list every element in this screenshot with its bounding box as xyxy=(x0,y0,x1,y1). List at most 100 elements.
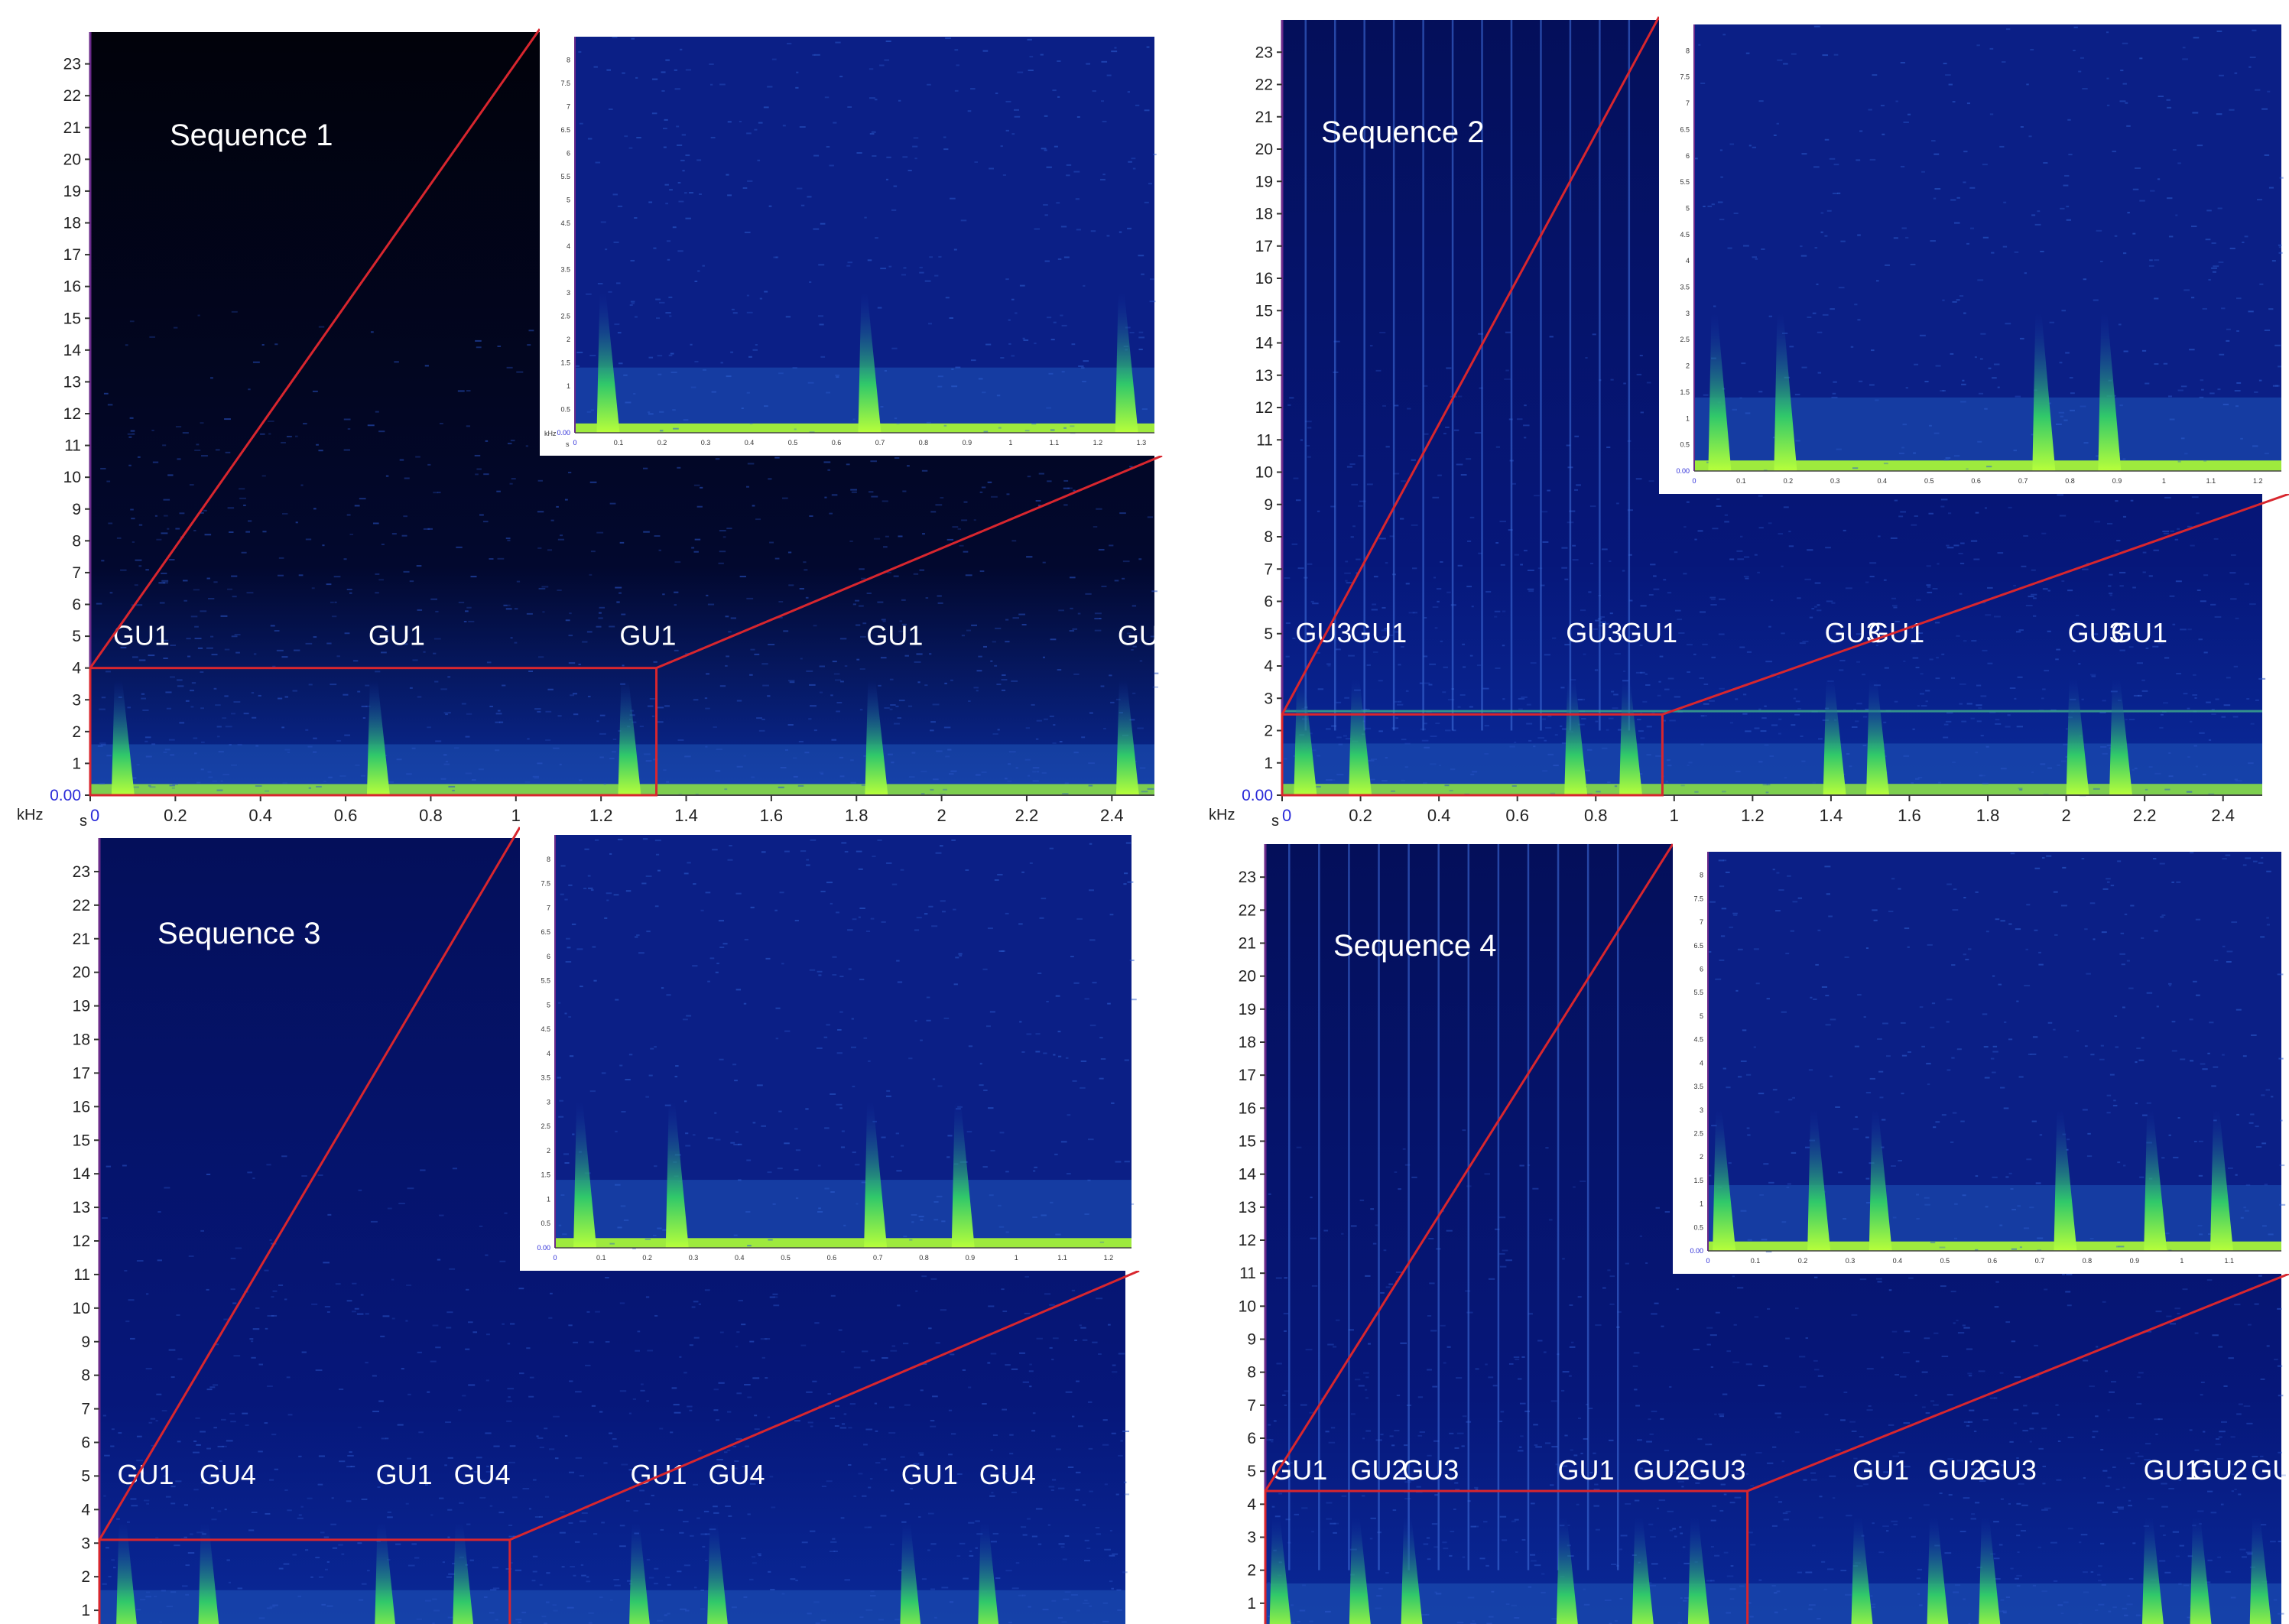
noise-speck xyxy=(728,631,732,633)
inset-speck xyxy=(2217,388,2221,391)
noise-speck xyxy=(1554,734,1558,736)
noise-speck xyxy=(1500,564,1505,566)
inset-speck xyxy=(1898,453,1904,455)
noise-speck xyxy=(220,780,223,782)
noise-speck xyxy=(890,1543,894,1545)
inset-speck xyxy=(617,839,623,841)
noise-speck xyxy=(209,1476,216,1479)
noise-speck xyxy=(2029,1440,2032,1443)
noise-speck xyxy=(1132,692,1136,694)
noise-speck xyxy=(1976,720,1982,723)
noise-speck xyxy=(2162,530,2170,532)
noise-speck xyxy=(1542,770,1548,772)
noise-speck xyxy=(1356,638,1361,640)
noise-speck xyxy=(2031,569,2036,571)
inset-speck xyxy=(693,883,696,885)
noise-speck xyxy=(360,1294,364,1296)
noise-speck xyxy=(2041,532,2047,534)
noise-speck xyxy=(2041,1427,2047,1430)
noise-speck xyxy=(1904,1466,1911,1468)
noise-speck xyxy=(1498,1216,1506,1219)
inset-speck xyxy=(2120,70,2124,72)
noise-speck xyxy=(1658,1499,1666,1502)
noise-speck xyxy=(498,1512,505,1514)
inset-speck xyxy=(856,1203,859,1205)
noise-speck xyxy=(2180,628,2187,631)
noise-speck xyxy=(509,482,513,485)
inset-speck xyxy=(832,973,837,976)
inset-speck xyxy=(785,316,791,318)
inset-speck xyxy=(2229,247,2235,249)
noise-speck xyxy=(2078,663,2081,665)
noise-speck xyxy=(646,641,651,644)
noise-speck xyxy=(1683,1562,1690,1564)
noise-speck xyxy=(196,1444,201,1446)
inset-speck xyxy=(1854,304,1858,306)
inset-speck xyxy=(1829,158,1836,160)
noise-speck xyxy=(609,625,615,628)
noise-speck xyxy=(269,1479,274,1481)
noise-speck xyxy=(1639,1235,1643,1237)
x-tick-label: 1.4 xyxy=(1820,806,1843,825)
noise-speck xyxy=(276,649,284,651)
noise-speck xyxy=(1471,606,1474,608)
noise-speck xyxy=(541,1616,547,1618)
inset-speck xyxy=(995,93,998,95)
noise-speck xyxy=(1115,698,1121,700)
noise-speck xyxy=(940,497,944,499)
noise-speck xyxy=(908,776,915,778)
noise-speck xyxy=(1709,596,1716,599)
noise-speck xyxy=(221,1418,226,1421)
inset-speck xyxy=(894,417,898,420)
noise-speck xyxy=(211,1518,217,1521)
noise-speck xyxy=(1684,1597,1690,1600)
noise-speck xyxy=(2235,617,2239,619)
noise-speck xyxy=(2090,1571,2094,1574)
noise-speck xyxy=(352,660,359,662)
noise-speck xyxy=(2109,747,2112,749)
inset-speck xyxy=(1123,883,1127,885)
inset-speck xyxy=(1952,300,1957,303)
noise-speck xyxy=(890,704,896,706)
noise-speck xyxy=(316,443,319,446)
inset-x-tick-label: 1.1 xyxy=(2206,477,2216,485)
inset-speck xyxy=(1060,226,1067,228)
noise-speck xyxy=(2206,701,2211,703)
noise-speck xyxy=(268,433,271,435)
noise-speck xyxy=(200,707,205,710)
noise-speck xyxy=(553,1609,558,1612)
noise-speck xyxy=(1729,558,1735,560)
call-mark xyxy=(1115,680,1139,795)
noise-speck xyxy=(532,775,540,778)
noise-speck xyxy=(1985,745,1989,748)
inset-speck xyxy=(903,267,907,269)
noise-speck xyxy=(152,461,159,463)
noise-speck xyxy=(301,1175,307,1177)
inset-speck xyxy=(2073,50,2076,52)
noise-speck xyxy=(884,706,890,709)
noise-speck xyxy=(527,738,530,740)
inset-speck xyxy=(606,899,609,901)
noise-speck xyxy=(403,570,410,573)
noise-speck xyxy=(1152,686,1158,688)
noise-speck xyxy=(1088,762,1095,765)
inset-speck xyxy=(1055,995,1060,997)
inset-speck xyxy=(677,250,683,252)
noise-speck xyxy=(1081,736,1086,739)
noise-speck xyxy=(719,685,726,687)
noise-speck xyxy=(869,1478,873,1480)
inset-speck xyxy=(652,1234,657,1236)
noise-speck xyxy=(976,690,979,692)
noise-speck xyxy=(2249,603,2256,606)
noise-speck xyxy=(470,576,477,578)
noise-speck xyxy=(693,1483,698,1486)
noise-speck xyxy=(1137,727,1144,729)
noise-speck xyxy=(1817,1375,1824,1377)
inset-speck xyxy=(893,185,898,187)
noise-speck xyxy=(528,1395,534,1398)
noise-speck xyxy=(1051,1600,1057,1602)
noise-speck xyxy=(2002,1610,2007,1613)
noise-speck xyxy=(185,1564,190,1567)
noise-speck xyxy=(1453,729,1456,732)
inset-speck xyxy=(891,1155,894,1158)
